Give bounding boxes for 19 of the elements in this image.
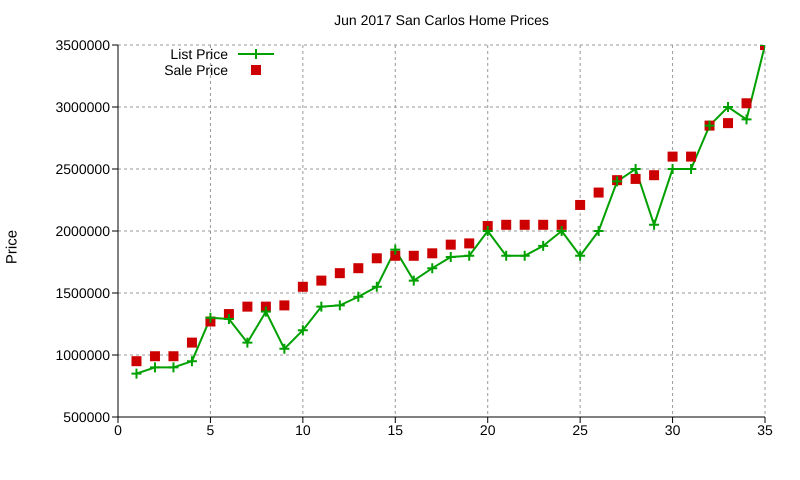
y-tick-label: 3000000 [55, 98, 110, 115]
x-tick-label: 0 [114, 422, 122, 438]
x-tick-label: 15 [387, 422, 404, 438]
x-tick-label: 10 [295, 422, 311, 438]
y-axis-title: Price [4, 230, 20, 264]
x-tick-label: 35 [757, 422, 773, 438]
y-tick-label: 1500000 [55, 284, 110, 301]
x-tick-label: 20 [480, 422, 496, 438]
y-tick-label: 500000 [63, 408, 110, 425]
y-tick-label: 2000000 [55, 222, 110, 239]
x-tick-label: 5 [206, 422, 215, 438]
legend-label: Sale Price [163, 62, 228, 78]
x-tick-label: 30 [664, 422, 681, 438]
chart-title: Jun 2017 San Carlos Home Prices [333, 12, 550, 28]
y-tick-label: 3500000 [55, 36, 110, 53]
y-tick-label: 1000000 [55, 346, 110, 363]
x-tick-label: 25 [572, 422, 588, 438]
legend-label: List Price [169, 46, 228, 62]
y-tick-label: 2500000 [55, 160, 110, 177]
